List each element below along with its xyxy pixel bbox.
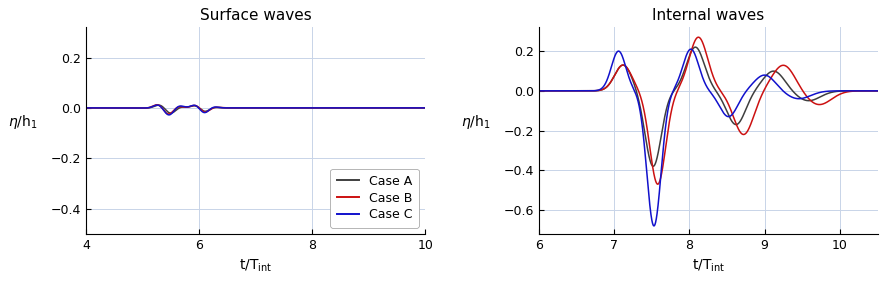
X-axis label: t/T$_\mathregular{int}$: t/T$_\mathregular{int}$ bbox=[239, 257, 272, 274]
Y-axis label: $\eta$/h$_\mathregular{1}$: $\eta$/h$_\mathregular{1}$ bbox=[461, 113, 491, 131]
X-axis label: t/T$_\mathregular{int}$: t/T$_\mathregular{int}$ bbox=[692, 257, 725, 274]
Title: Internal waves: Internal waves bbox=[652, 8, 765, 23]
Title: Surface waves: Surface waves bbox=[199, 8, 312, 23]
Legend: Case A, Case B, Case C: Case A, Case B, Case C bbox=[330, 169, 419, 228]
Y-axis label: $\eta$/h$_\mathregular{1}$: $\eta$/h$_\mathregular{1}$ bbox=[8, 113, 38, 131]
